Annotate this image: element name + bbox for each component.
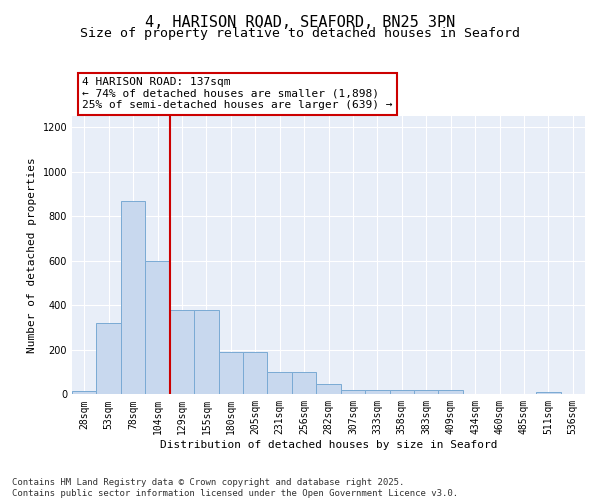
X-axis label: Distribution of detached houses by size in Seaford: Distribution of detached houses by size … [160, 440, 497, 450]
Bar [97, 323, 121, 394]
Text: 4, HARISON ROAD, SEAFORD, BN25 3PN: 4, HARISON ROAD, SEAFORD, BN25 3PN [145, 15, 455, 30]
Text: Contains HM Land Registry data © Crown copyright and database right 2025.
Contai: Contains HM Land Registry data © Crown c… [12, 478, 458, 498]
Bar [292, 372, 316, 394]
Text: Size of property relative to detached houses in Seaford: Size of property relative to detached ho… [80, 28, 520, 40]
Bar [194, 310, 218, 394]
Bar [316, 384, 341, 394]
Y-axis label: Number of detached properties: Number of detached properties [27, 157, 37, 353]
Bar [170, 310, 194, 394]
Bar [439, 390, 463, 394]
Bar [536, 392, 560, 394]
Bar [414, 390, 439, 394]
Bar [243, 352, 268, 395]
Bar [145, 260, 170, 394]
Bar [121, 200, 145, 394]
Text: 4 HARISON ROAD: 137sqm
← 74% of detached houses are smaller (1,898)
25% of semi-: 4 HARISON ROAD: 137sqm ← 74% of detached… [82, 77, 393, 110]
Bar [218, 352, 243, 395]
Bar [389, 390, 414, 394]
Bar [268, 372, 292, 394]
Bar [341, 390, 365, 394]
Bar [72, 391, 97, 394]
Bar [365, 390, 389, 394]
